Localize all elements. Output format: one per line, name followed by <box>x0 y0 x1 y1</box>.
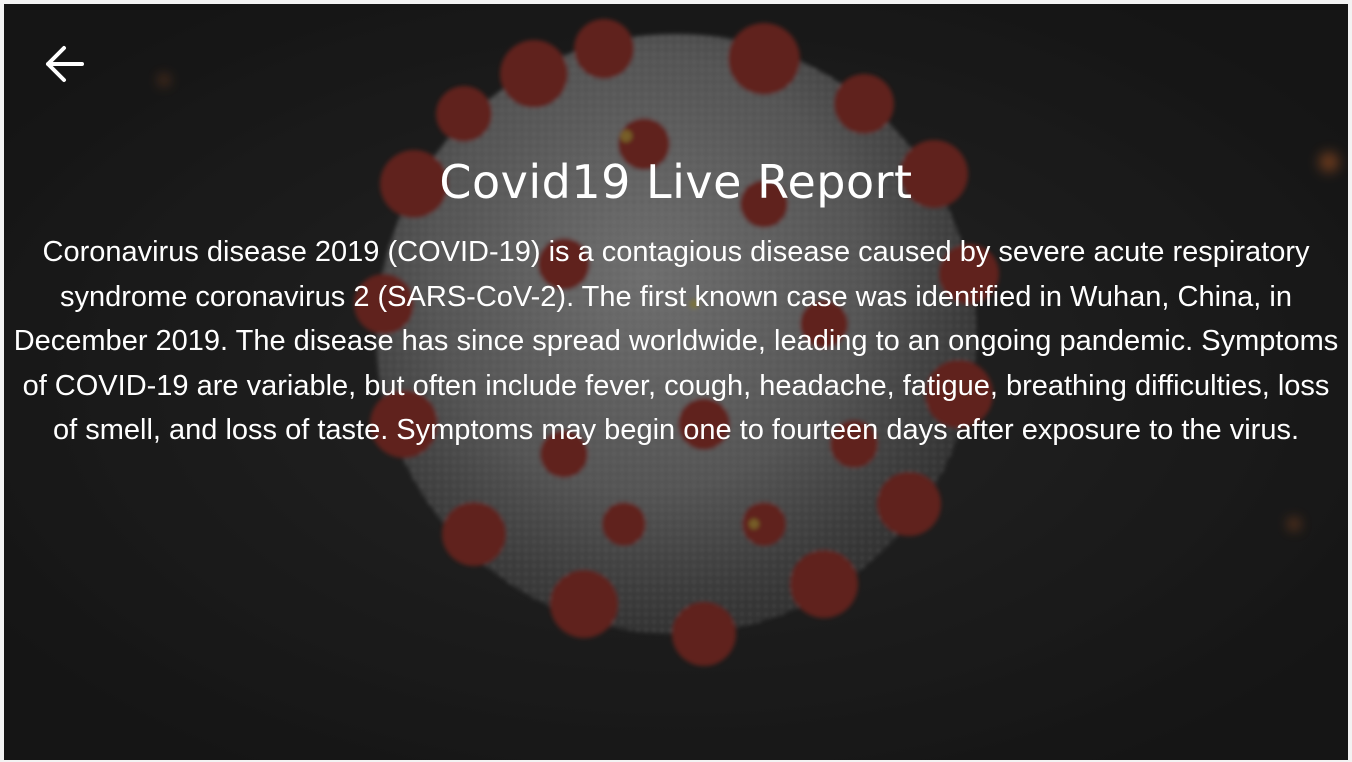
back-button[interactable] <box>38 38 90 90</box>
page-title: Covid19 Live Report <box>439 155 913 209</box>
arrow-left-icon <box>46 46 84 82</box>
dark-overlay <box>4 4 1348 760</box>
coronavirus-background-image <box>4 4 1348 760</box>
app-window: Covid19 Live Report Coronavirus disease … <box>4 4 1348 760</box>
hero-content: Covid19 Live Report Coronavirus disease … <box>4 150 1348 453</box>
covid-description: Coronavirus disease 2019 (COVID-19) is a… <box>13 236 1339 447</box>
